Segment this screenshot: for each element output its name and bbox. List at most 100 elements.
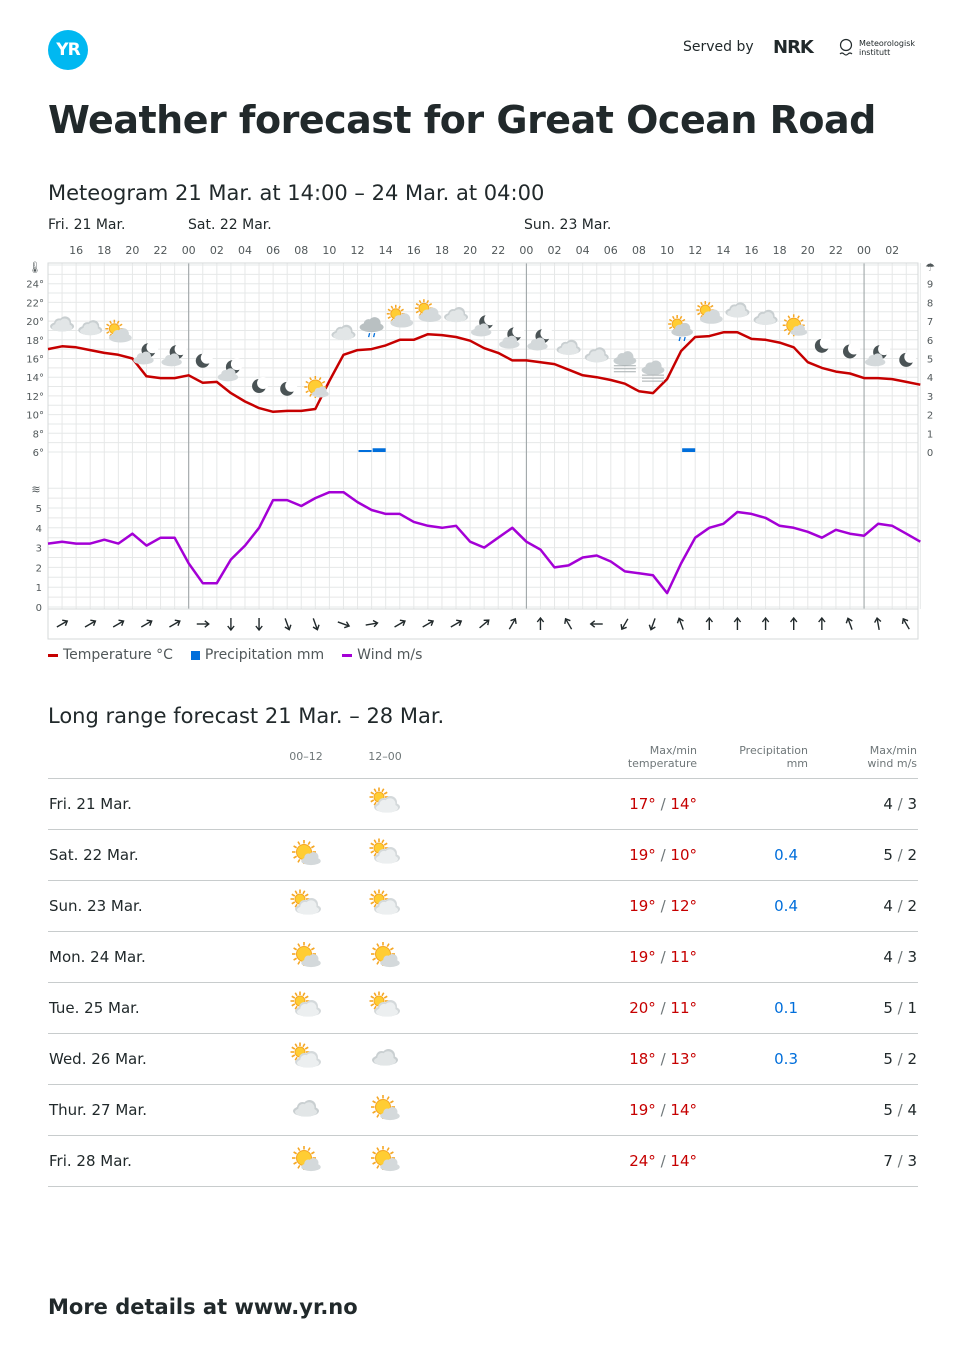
- sun-ray: [293, 855, 298, 859]
- sun-ray: [672, 315, 675, 320]
- arrow-head: [761, 616, 770, 623]
- header-temp-line2: temperature: [627, 756, 697, 770]
- precipitation-cell: [698, 1084, 808, 1136]
- period2-icon-cell: [348, 1084, 422, 1136]
- arrow-head: [818, 616, 826, 623]
- max-temperature: 19°: [629, 1101, 656, 1119]
- table-row: Thur. 27 Mar. 19° / 14° 5 / 4: [48, 1084, 918, 1136]
- temperature-cell: 19° / 12°: [422, 880, 698, 932]
- sun-ray: [383, 842, 388, 846]
- wind-cell: 4 / 3: [808, 931, 918, 983]
- footer-link[interactable]: More details at www.yr.no: [48, 1295, 358, 1319]
- period2-icon-cell: [348, 1033, 422, 1085]
- sun-ray: [376, 1147, 380, 1152]
- max-wind: 4: [883, 948, 893, 966]
- day-label: Sat. 22 Mar.: [188, 217, 272, 233]
- nrk-logo[interactable]: NRK: [773, 37, 814, 58]
- sun-ray: [304, 1046, 309, 1050]
- sun-ray: [297, 1147, 301, 1152]
- met-institute-logo[interactable]: Meteorologisk institutt: [859, 39, 915, 57]
- cloud-shape: [734, 304, 746, 315]
- sun-ray: [297, 960, 301, 965]
- arrow-shaft: [508, 619, 516, 630]
- moon-shape: [174, 343, 187, 356]
- arrow-shaft: [312, 618, 318, 629]
- yr-logo[interactable]: YR: [48, 30, 88, 70]
- wind-direction-arrow-icon: [479, 619, 490, 629]
- wind-direction-arrow-icon: [112, 619, 125, 628]
- arrow-head: [456, 619, 463, 627]
- min-temperature: 14°: [670, 1101, 697, 1119]
- arrow-shaft: [621, 618, 629, 629]
- cloud-shape: [140, 351, 152, 362]
- cloud-weather-icon: [584, 347, 609, 363]
- sun-ray: [294, 1056, 298, 1061]
- sun-ray: [372, 1110, 377, 1114]
- separator: /: [892, 1152, 908, 1170]
- wind-direction-arrow-icon: [196, 620, 210, 628]
- temperature-axis-label: 16°: [26, 355, 44, 366]
- sun-ray: [304, 893, 309, 897]
- arrow-head: [62, 619, 69, 627]
- separator: /: [655, 897, 671, 915]
- cloud-shape: [763, 312, 774, 323]
- min-wind: 4: [907, 1101, 917, 1119]
- period2-icon-cell: [348, 778, 422, 830]
- header-period1: 00–12: [289, 750, 323, 763]
- moon-shape: [146, 341, 159, 354]
- arrow-head: [372, 619, 379, 628]
- wind-direction-arrow-icon: [56, 619, 69, 628]
- hour-tick-label: 00: [519, 244, 533, 257]
- sun-ray: [373, 903, 377, 908]
- arrow-head: [227, 625, 235, 632]
- period2-icon-cell: [348, 829, 422, 881]
- legend-precipitation-swatch: [190, 650, 200, 660]
- moon-shape: [819, 336, 832, 349]
- hour-tick-label: 08: [632, 244, 646, 257]
- cloud-shape: [303, 1102, 315, 1114]
- arrow-head: [620, 624, 627, 631]
- header-temperature: Max/min temperature: [422, 735, 698, 779]
- header-prec-line1: Precipitation: [739, 743, 808, 757]
- temperature-axis-icon: 🌡: [28, 261, 42, 274]
- cloud-shape: [318, 386, 327, 395]
- legend-temperature-swatch: [48, 653, 58, 657]
- arrow-shaft: [903, 619, 910, 630]
- legend-wind-label: Wind m/s: [357, 647, 423, 663]
- meteogram-title: Meteogram 21 Mar. at 14:00 – 24 Mar. at …: [48, 181, 545, 205]
- arrow-head: [901, 617, 909, 624]
- hour-tick-label: 04: [238, 244, 252, 257]
- wind-direction-arrow-icon: [169, 619, 181, 628]
- sun-ray: [381, 788, 385, 793]
- precipitation-bar: [372, 448, 386, 452]
- sun-ray: [383, 791, 388, 795]
- sun-ray: [415, 303, 420, 306]
- wind-cell: 4 / 2: [808, 880, 918, 932]
- wind-cell: 5 / 1: [808, 982, 918, 1034]
- max-temperature: 18°: [629, 1050, 656, 1068]
- precipitation-axis-label: 9: [927, 280, 933, 291]
- sun-ray: [372, 947, 377, 951]
- min-wind: 2: [907, 1050, 917, 1068]
- hour-tick-label: 06: [604, 244, 618, 257]
- wind-cell: 7 / 3: [808, 1135, 918, 1187]
- day-name-cell: Tue. 25 Mar.: [48, 982, 264, 1034]
- sun-ray: [370, 799, 375, 803]
- hour-tick-label: 20: [125, 244, 139, 257]
- legend-precipitation-label: Precipitation mm: [204, 647, 325, 663]
- partcloud-weather-icon: [290, 889, 321, 915]
- partsun-weather-icon: [414, 299, 442, 322]
- cloud-shape: [305, 1053, 317, 1065]
- max-wind: 4: [883, 795, 893, 813]
- sun-ray: [387, 316, 391, 319]
- sun-ray: [370, 850, 375, 854]
- header-prec-line2: mm: [786, 756, 808, 770]
- sun-ray: [668, 318, 673, 322]
- sun-ray: [310, 947, 315, 951]
- sun-ray: [787, 331, 791, 336]
- temperature-axis-label: 24°: [26, 280, 44, 291]
- arrow-shaft: [112, 620, 124, 628]
- hour-tick-label: 18: [435, 244, 449, 257]
- sun-ray: [415, 310, 420, 314]
- wind-direction-arrow-icon: [450, 619, 463, 628]
